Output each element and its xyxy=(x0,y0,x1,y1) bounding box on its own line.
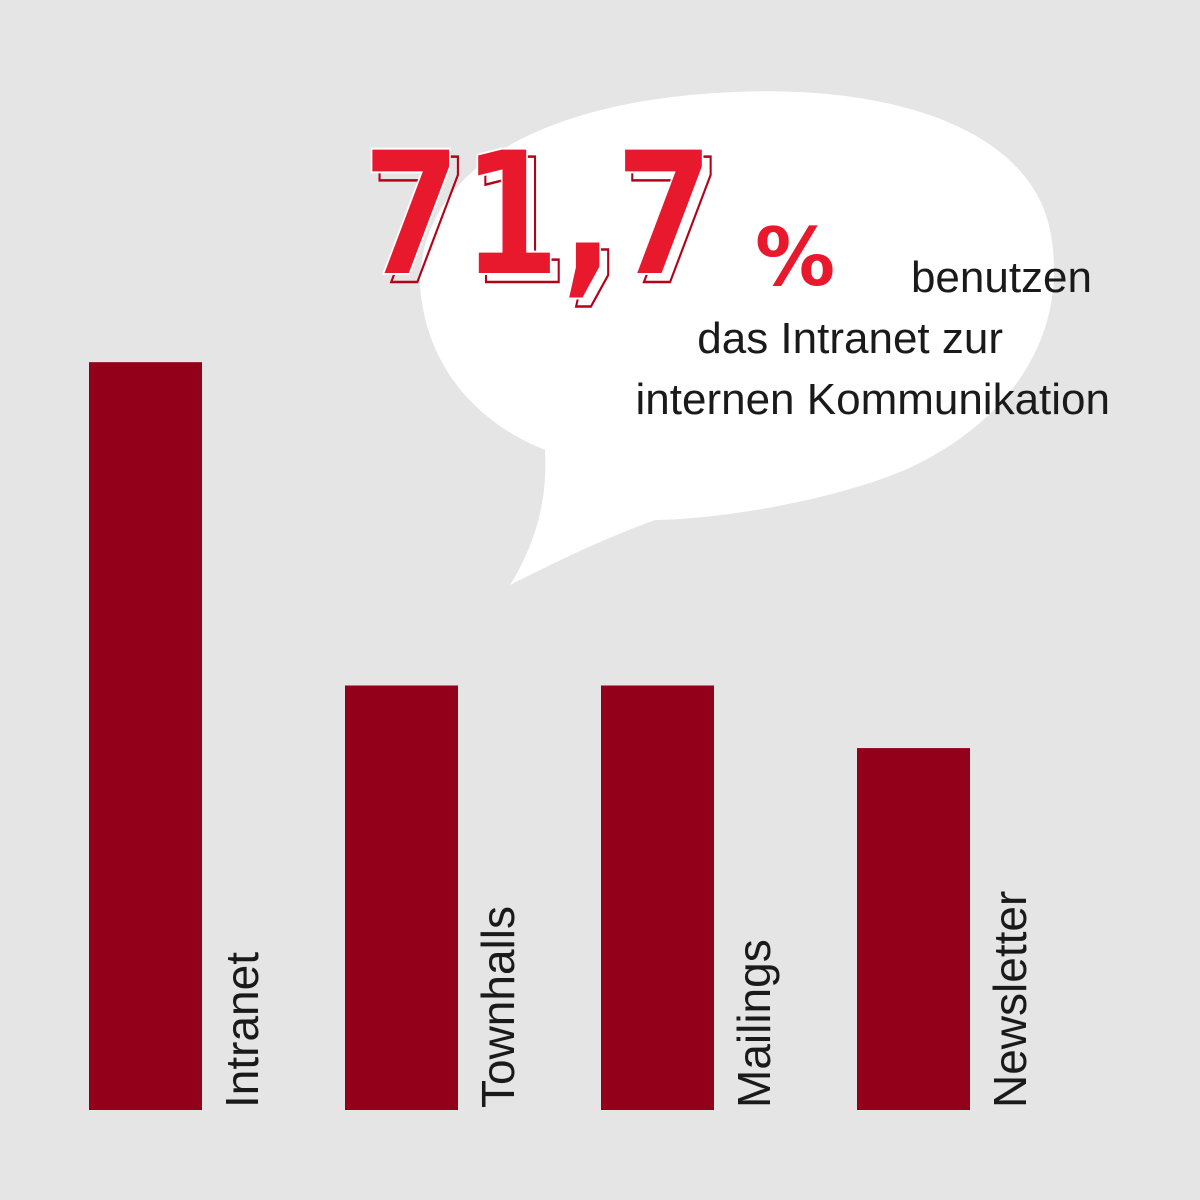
bar-townhalls xyxy=(345,685,458,1110)
bar-mailings xyxy=(601,685,714,1110)
bars-layer xyxy=(89,362,970,1110)
category-label-intranet: Intranet xyxy=(216,952,268,1108)
callout-line-2: das Intranet zur xyxy=(697,314,1003,363)
speech-bubble xyxy=(420,91,1055,585)
callout-line-3: internen Kommunikation xyxy=(636,375,1110,424)
category-labels: Intranet Townhalls Mailings Newsletter xyxy=(216,891,1036,1108)
stat-number: 71,7 xyxy=(362,114,714,315)
category-label-mailings: Mailings xyxy=(728,939,780,1108)
callout-line-1: benutzen xyxy=(911,253,1092,302)
category-label-newsletter: Newsletter xyxy=(984,891,1036,1108)
stat-percent: % xyxy=(755,211,835,304)
bar-intranet xyxy=(89,362,202,1110)
stat-number-outline: 71,7 xyxy=(370,122,722,323)
category-label-townhalls: Townhalls xyxy=(472,906,524,1108)
bar-newsletter xyxy=(857,748,970,1110)
